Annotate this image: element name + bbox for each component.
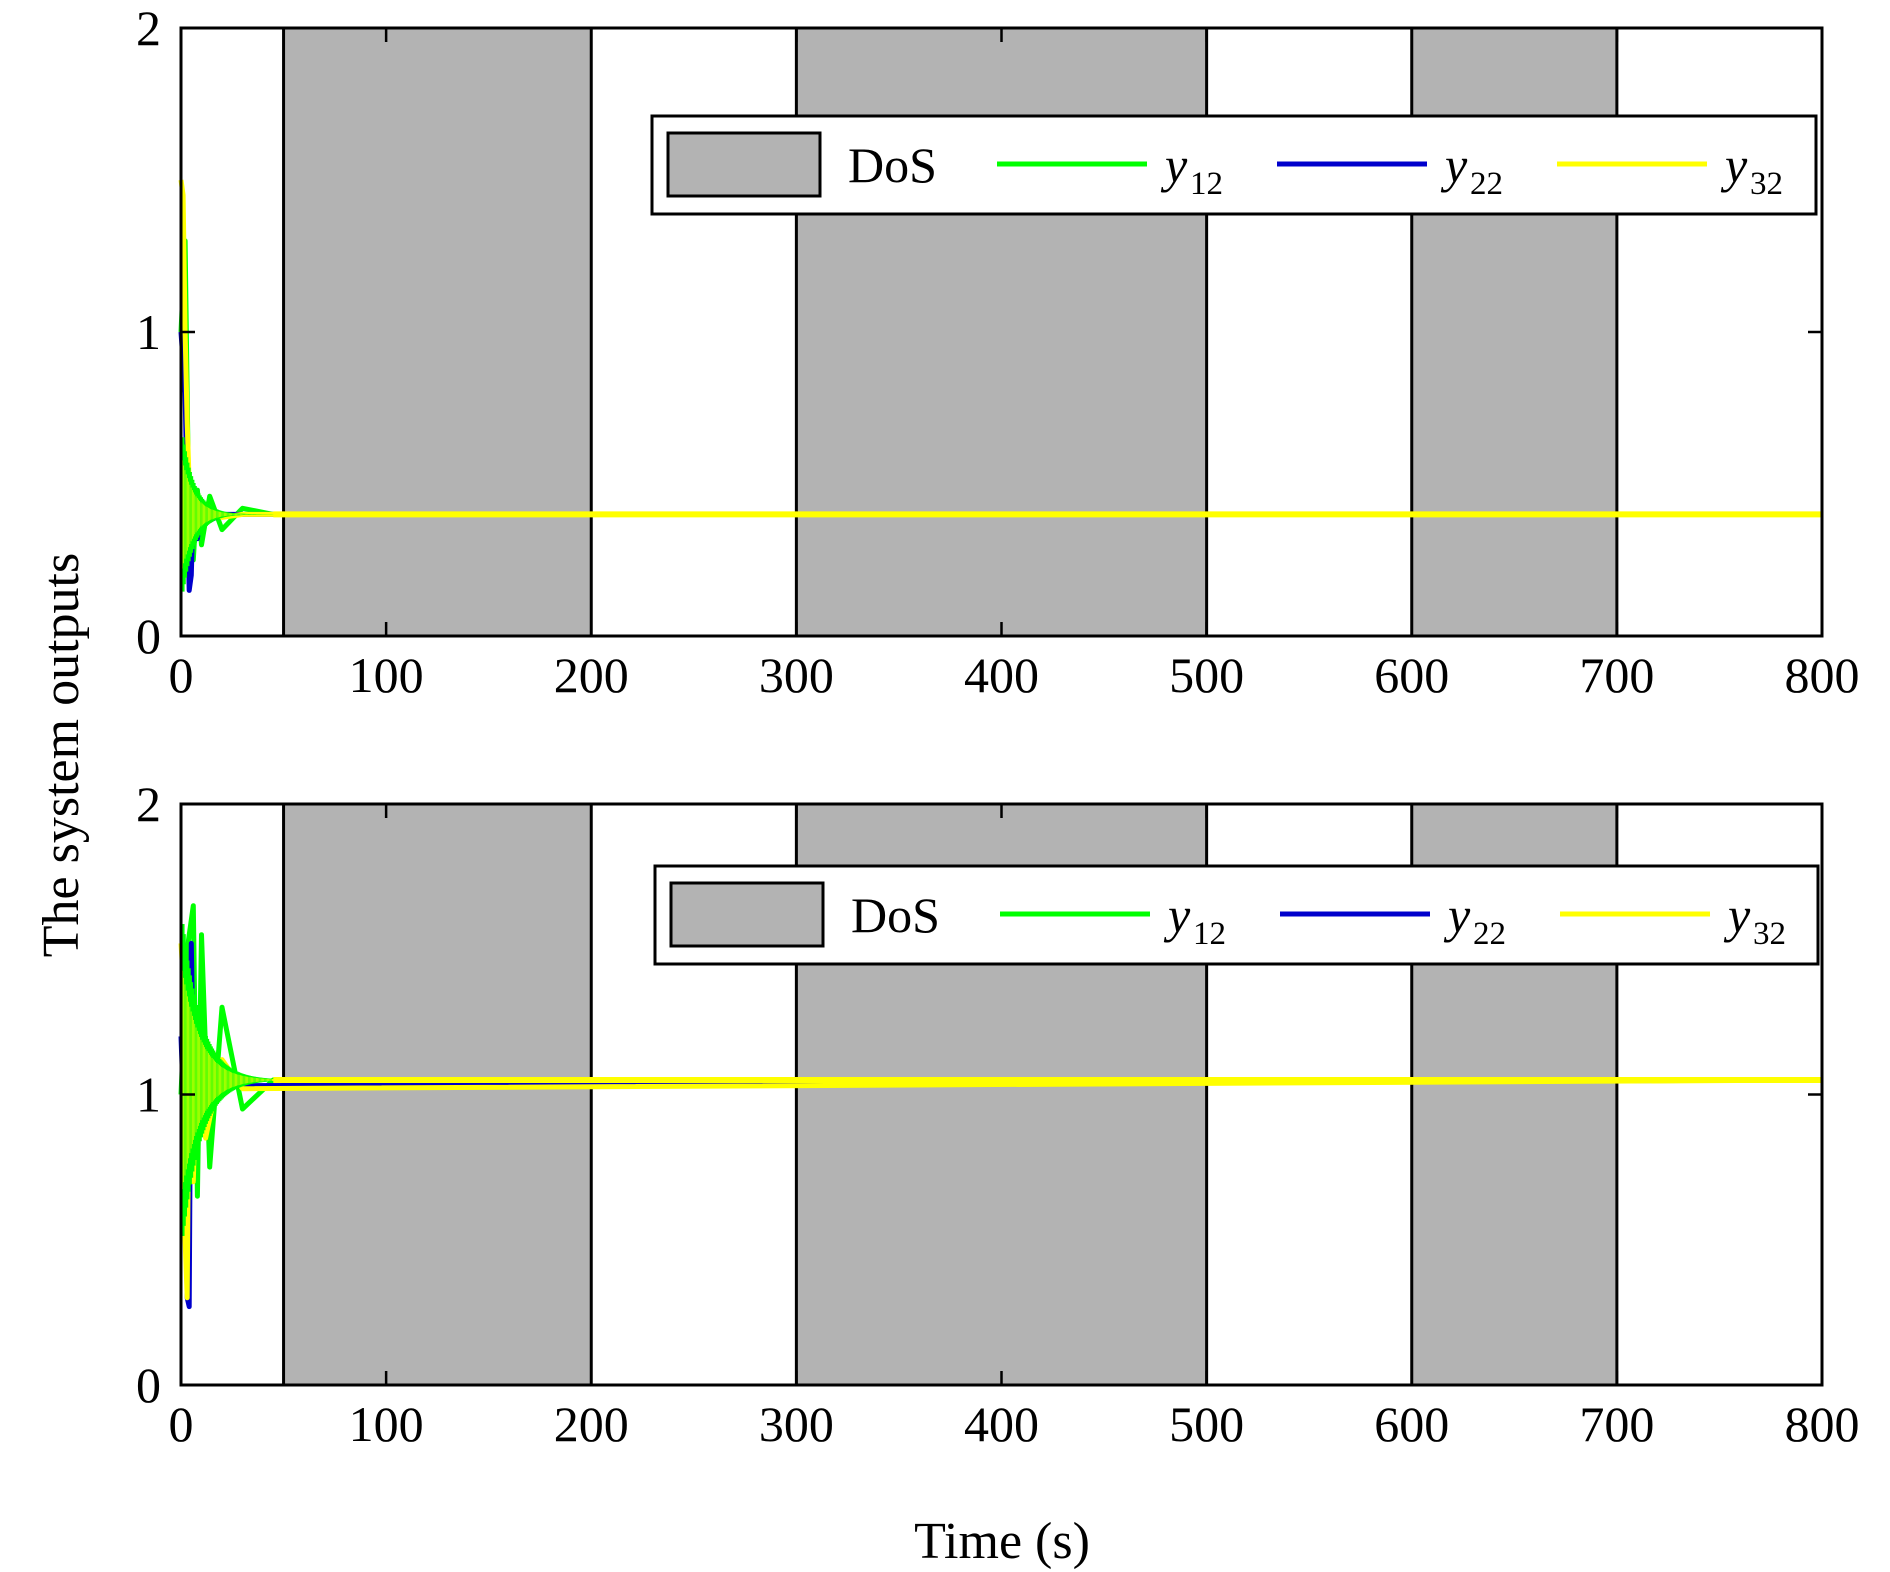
x-tick-label: 0 [169, 1396, 194, 1452]
x-tick-label: 300 [759, 647, 834, 703]
x-tick-label: 400 [964, 1396, 1039, 1452]
x-tick-label: 600 [1374, 647, 1449, 703]
x-tick-label: 800 [1785, 1396, 1860, 1452]
x-tick-label: 500 [1169, 1396, 1244, 1452]
x-tick-label: 100 [349, 647, 424, 703]
x-tick-label: 200 [554, 647, 629, 703]
y-axis-label: The system outputs [33, 553, 90, 957]
x-tick-label: 100 [349, 1396, 424, 1452]
y-tick-label: 1 [136, 1067, 161, 1123]
legend-label-y22: y [1443, 887, 1471, 943]
legend-label-y12: y [1160, 137, 1188, 193]
transient-band [181, 437, 276, 592]
legend-dos-label: DoS [851, 887, 940, 943]
legend-label-y32: y [1720, 137, 1748, 193]
x-tick-label: 200 [554, 1396, 629, 1452]
legend-sub-y22: 22 [1470, 166, 1503, 202]
legend-sub-y12: 12 [1190, 166, 1223, 202]
legend-dos-swatch [669, 881, 825, 948]
y-tick-label: 2 [136, 0, 161, 56]
legend-sub-y12: 12 [1193, 916, 1226, 952]
y-tick-label: 1 [136, 304, 161, 360]
dos-interval [282, 802, 593, 1387]
legend-label-y32: y [1723, 887, 1751, 943]
x-tick-label: 500 [1169, 647, 1244, 703]
y-tick-label: 0 [136, 608, 161, 664]
x-tick-label: 400 [964, 647, 1039, 703]
legend-dos-swatch [666, 131, 822, 198]
x-tick-label: 700 [1579, 647, 1654, 703]
legend-label-y22: y [1440, 137, 1468, 193]
legend-dos-label: DoS [848, 137, 937, 193]
legend-sub-y32: 32 [1753, 916, 1786, 952]
x-tick-label: 800 [1785, 647, 1860, 703]
x-tick-label: 600 [1374, 1396, 1449, 1452]
dos-interval [282, 26, 593, 638]
x-tick-label: 0 [169, 647, 194, 703]
legend: DoS y 12 y 22 y 32 [653, 864, 1820, 966]
y-tick-label: 2 [136, 776, 161, 832]
legend: DoS y 12 y 22 y 32 [650, 114, 1818, 216]
x-tick-label: 700 [1579, 1396, 1654, 1452]
y-tick-label: 0 [136, 1357, 161, 1413]
legend-sub-y32: 32 [1750, 166, 1783, 202]
legend-label-y12: y [1163, 887, 1191, 943]
x-axis-label: Time (s) [914, 1513, 1090, 1570]
transient-band [181, 924, 276, 1236]
legend-sub-y22: 22 [1473, 916, 1506, 952]
x-tick-label: 300 [759, 1396, 834, 1452]
